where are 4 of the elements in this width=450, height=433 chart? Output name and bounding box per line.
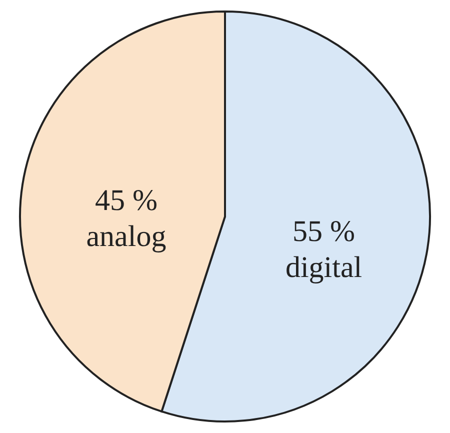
data-label: 45 % [94,184,158,217]
slice-label: analog [86,220,166,253]
data-label: 55 % [292,215,356,248]
slice-label: digital [285,251,362,284]
